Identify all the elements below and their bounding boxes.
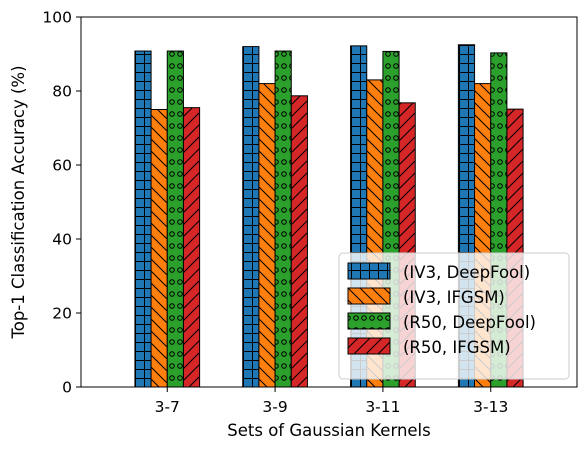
legend-swatch-hatch (347, 287, 391, 305)
x-axis-title: Sets of Gaussian Kernels (227, 421, 430, 440)
legend-swatch-hatch (347, 262, 391, 280)
legend-label: (IV3, IFGSM) (403, 288, 505, 307)
legend: (IV3, DeepFool) (IV3, IFGSM) (R50, DeepFoo… (338, 252, 570, 380)
bar-hatch (166, 50, 184, 388)
bar-hatch (182, 107, 201, 388)
series-group (150, 79, 492, 388)
x-tick-label: 3-9 (262, 398, 287, 416)
y-tick-label: 0 (62, 379, 72, 397)
legend-label: (R50, IFGSM) (403, 338, 511, 357)
x-tick-label: 3-11 (365, 398, 400, 416)
bar-hatch (274, 50, 292, 388)
x-tick-label: 3-7 (155, 398, 180, 416)
y-tick-label: 40 (52, 231, 72, 249)
y-tick-label: 60 (52, 157, 72, 175)
bar-hatch (258, 83, 276, 388)
bar-hatch (290, 95, 308, 388)
legend-swatch-hatch (347, 337, 391, 355)
y-axis: 0 20 40 60 80 100 (42, 9, 81, 397)
plot-frame (80, 16, 578, 388)
bar-hatch (242, 46, 260, 388)
x-axis: 3-7 3-9 3-11 3-13 (155, 387, 508, 416)
x-tick-label: 3-13 (473, 398, 508, 416)
y-axis-title: Top-1 Classification Accuracy (%) (9, 65, 28, 339)
legend-label: (R50, DeepFool) (403, 313, 536, 332)
y-tick-label: 20 (52, 305, 72, 323)
y-tick-label: 100 (42, 9, 72, 27)
bar-hatch (134, 50, 152, 388)
legend-box (338, 252, 570, 380)
legend-swatch-hatch (347, 312, 391, 330)
legend-label: (IV3, DeepFool) (403, 263, 530, 282)
y-tick-label: 80 (52, 83, 72, 101)
bar-hatch (150, 109, 168, 388)
